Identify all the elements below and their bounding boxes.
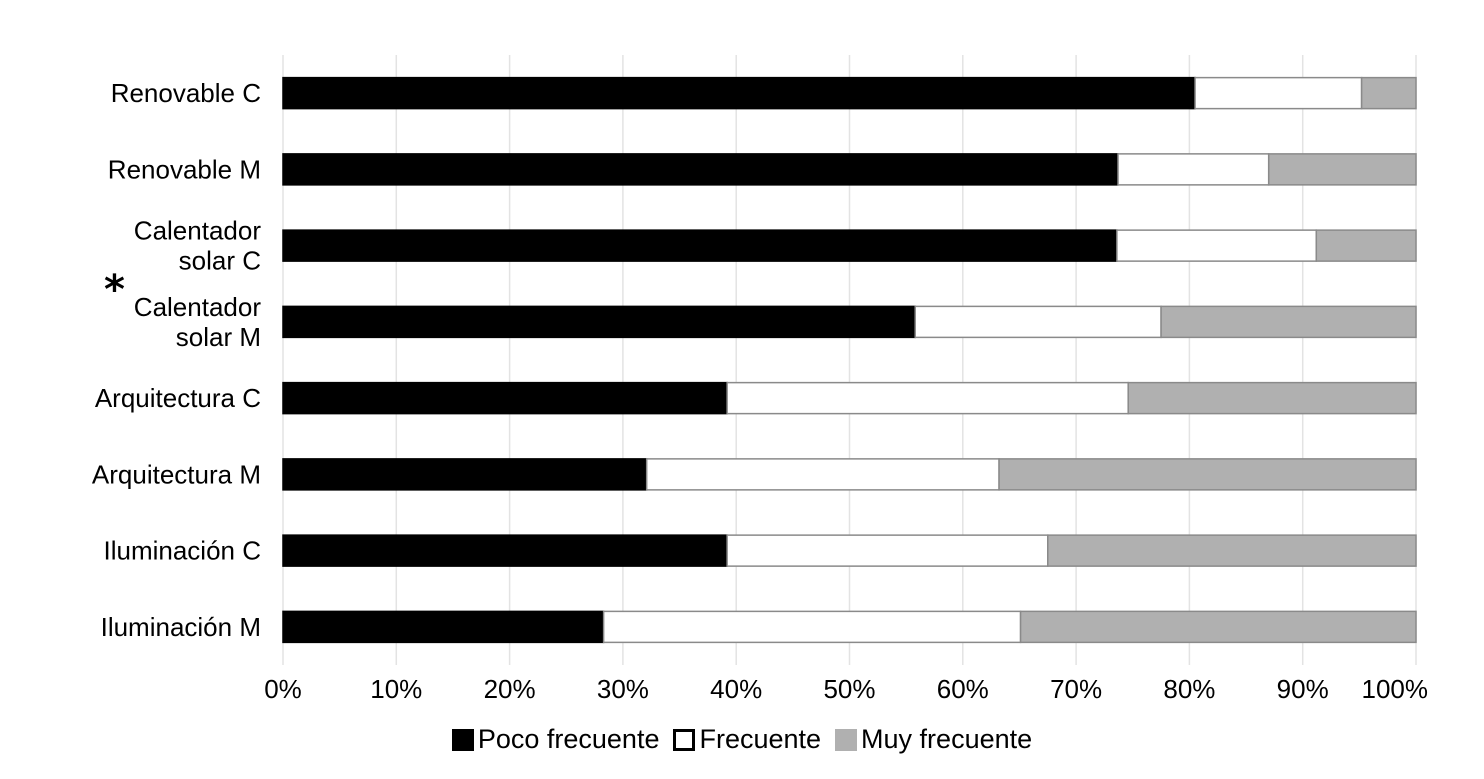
bar-segment-muy-frecuente: [1160, 305, 1417, 339]
bars: [282, 76, 1417, 644]
bar-segment-frecuente: [602, 610, 1022, 644]
x-tick-label: 50%: [823, 674, 875, 704]
category-label: Calentador solar M: [134, 292, 262, 352]
x-tick-label: 20%: [484, 674, 536, 704]
category-label: Iluminación M: [101, 612, 261, 642]
category-labels: Renovable C Renovable M Calentador solar C C…: [92, 78, 261, 642]
bar-segment-muy-frecuente: [1127, 381, 1417, 415]
bar-segment-frecuente: [726, 534, 1049, 567]
legend-label: Poco frecuente: [477, 724, 660, 754]
bar-segment-poco-frecuente: [282, 229, 1118, 262]
legend-item: Muy frecuente: [835, 724, 1032, 755]
legend-swatch: [673, 728, 696, 751]
bar-segment-poco-frecuente: [282, 305, 916, 339]
bar-segment-frecuente: [1194, 76, 1363, 110]
bar-segment-poco-frecuente: [282, 76, 1196, 110]
x-tick-label: 60%: [937, 674, 989, 704]
bar-segment-poco-frecuente: [282, 153, 1119, 186]
x-tick-label: 0%: [264, 674, 302, 704]
x-tick-label: 10%: [370, 674, 422, 704]
x-tick-label: 100%: [1362, 674, 1429, 704]
x-tick-label: 40%: [710, 674, 762, 704]
category-label: Renovable C: [111, 78, 261, 108]
bar-segment-poco-frecuente: [282, 534, 728, 567]
category-label: Calentador solar C: [134, 216, 262, 276]
category-label: Arquitectura C: [95, 383, 261, 413]
bar-segment-frecuente: [914, 305, 1162, 339]
bar-segment-poco-frecuente: [282, 381, 728, 415]
bar-segment-muy-frecuente: [1315, 229, 1417, 262]
legend-swatch: [451, 728, 474, 751]
bar-segment-frecuente: [1116, 229, 1318, 262]
gridlines: [282, 55, 1417, 665]
legend-label: Frecuente: [699, 724, 822, 754]
bar-segment-muy-frecuente: [1047, 534, 1417, 567]
significance-marker: *: [104, 267, 125, 313]
bar-segment-poco-frecuente: [282, 610, 605, 644]
bar-segment-muy-frecuente: [1360, 76, 1417, 110]
bar-segment-poco-frecuente: [282, 458, 648, 491]
bar-segment-frecuente: [1117, 153, 1270, 186]
category-label: Arquitectura M: [92, 459, 261, 489]
bar-segment-frecuente: [726, 381, 1129, 415]
bar-segment-muy-frecuente: [998, 458, 1417, 491]
x-tick-label: 90%: [1277, 674, 1329, 704]
legend-item: Frecuente: [673, 724, 821, 755]
x-tick-label: 30%: [597, 674, 649, 704]
x-tick-label: 70%: [1050, 674, 1102, 704]
category-label: Renovable M: [108, 154, 261, 184]
bar-segment-muy-frecuente: [1019, 610, 1417, 644]
legend-swatch: [835, 728, 858, 751]
legend-item: Poco frecuente: [451, 724, 660, 755]
x-tick-labels: 0% 10% 20% 30% 40% 50% 60% 70% 80% 90% 100%: [264, 674, 1428, 704]
x-tick-label: 80%: [1163, 674, 1215, 704]
category-label: Iluminación C: [103, 536, 261, 566]
bar-segment-muy-frecuente: [1267, 153, 1417, 186]
bar-segment-frecuente: [645, 458, 1000, 491]
legend-label: Muy frecuente: [861, 724, 1033, 754]
legend: Poco frecuente Frecuente Muy frecuente: [0, 724, 1484, 755]
